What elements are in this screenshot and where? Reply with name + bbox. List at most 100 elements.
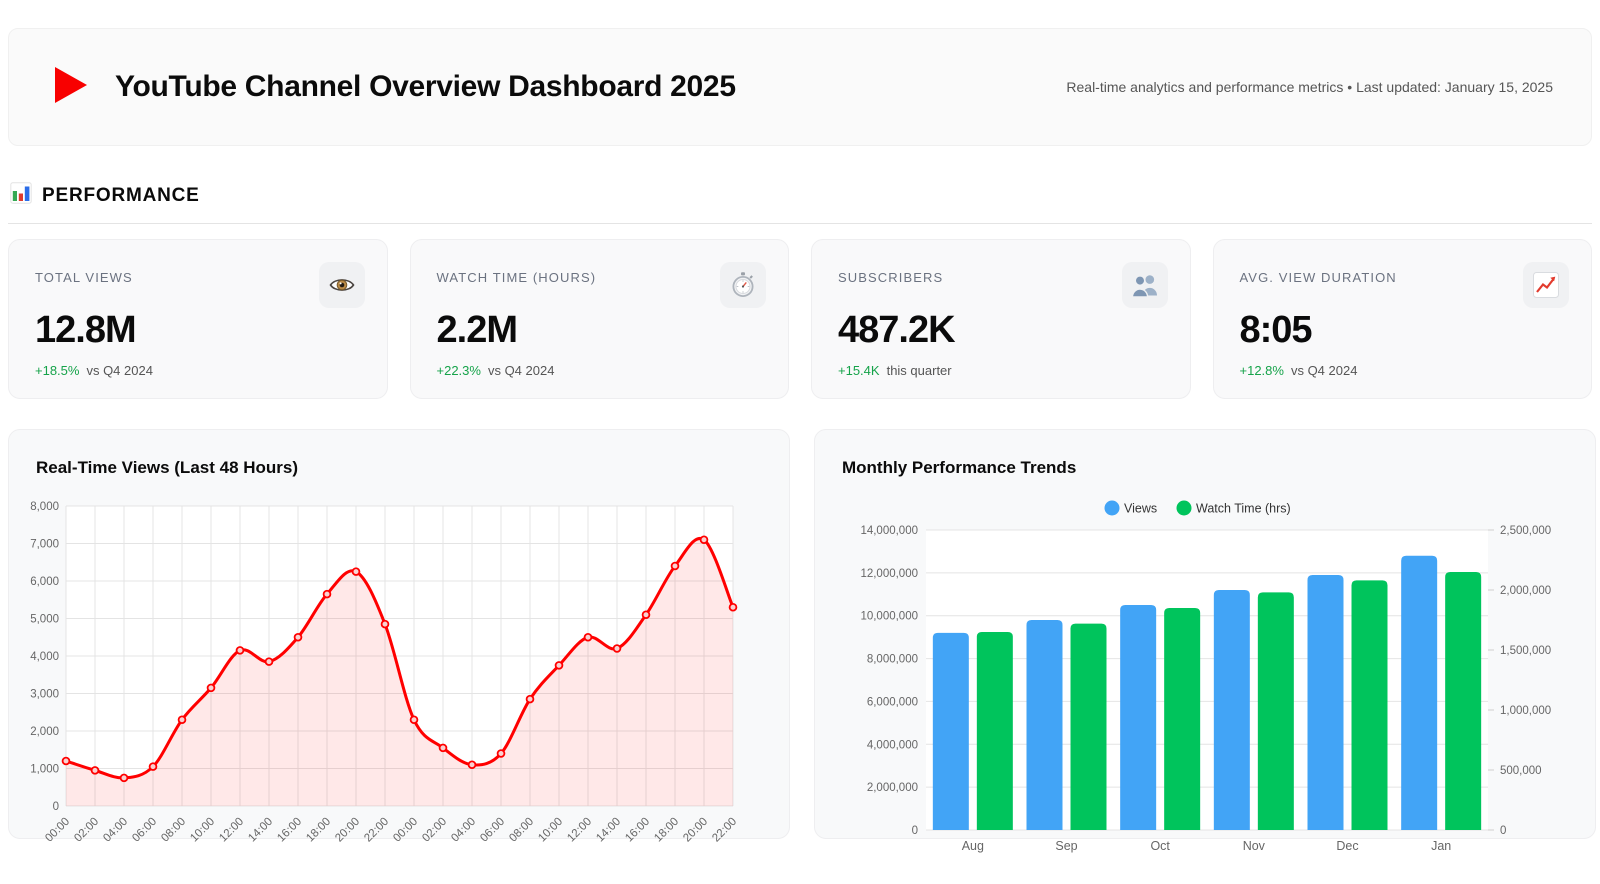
svg-text:04:00: 04:00 (449, 816, 478, 845)
svg-text:14,000,000: 14,000,000 (860, 525, 918, 537)
watch-time-bar-Aug[interactable] (976, 632, 1013, 830)
kpi-delta-note: vs Q4 2024 (86, 363, 153, 378)
svg-text:3,000: 3,000 (30, 689, 59, 701)
svg-text:14:00: 14:00 (246, 816, 275, 845)
kpi-delta-note: vs Q4 2024 (1290, 363, 1358, 378)
kpi-grid: TOTAL VIEWS 12.8M +18.5% vs Q4 2024 WATCH… (8, 239, 1592, 399)
header-subtitle: Real-time analytics and performance metr… (1066, 79, 1553, 95)
x-axis-label: Nov (1243, 839, 1266, 853)
views-area (66, 538, 733, 806)
svg-text:Views: Views (1124, 502, 1157, 516)
svg-text:2,500,000: 2,500,000 (1500, 525, 1551, 537)
legend-item-views[interactable]: Views (1104, 500, 1158, 516)
eye-icon (318, 262, 365, 308)
watch-time-bar-Nov[interactable] (1257, 592, 1294, 830)
stopwatch-icon (720, 262, 766, 308)
svg-text:8,000,000: 8,000,000 (867, 654, 918, 666)
kpi-label: SUBSCRIBERS (838, 270, 944, 285)
youtube-play-icon (53, 65, 89, 110)
svg-text:14:00: 14:00 (594, 816, 623, 845)
svg-text:18:00: 18:00 (304, 816, 333, 845)
svg-text:20:00: 20:00 (681, 816, 710, 845)
grid-lines (926, 529, 1488, 831)
charts-row: Real-Time Views (Last 48 Hours) 0 1,000 2,… (8, 429, 1596, 853)
bars: Aug Sep Oct Nov Dec Jan (932, 555, 1482, 853)
page-title: YouTube Channel Overview Dashboard 2025 (115, 70, 736, 103)
svg-text:0: 0 (53, 801, 59, 813)
svg-text:10:00: 10:00 (536, 816, 565, 845)
legend-item-watch-time[interactable]: Watch Time (hrs) (1176, 500, 1291, 516)
data-point-markers (61, 535, 738, 783)
svg-text:06:00: 06:00 (478, 816, 507, 845)
svg-text:1,000,000: 1,000,000 (1500, 705, 1551, 717)
svg-text:0: 0 (912, 825, 918, 837)
svg-text:12:00: 12:00 (565, 816, 594, 845)
views-bar-Oct[interactable] (1120, 605, 1157, 830)
svg-text:00:00: 00:00 (43, 816, 72, 845)
views-bar-Nov[interactable] (1213, 590, 1250, 830)
x-axis-label: Jan (1431, 839, 1451, 853)
svg-text:8,000: 8,000 (30, 501, 59, 513)
realtime-views-chart-canvas[interactable]: 0 1,000 2,000 3,000 4,000 5,000 6,000 7,000 8,00… (30, 494, 764, 884)
section-title: PERFORMANCE (42, 184, 200, 206)
svg-text:4,000,000: 4,000,000 (867, 739, 918, 751)
legend: Views Watch Time (hrs) (1104, 500, 1291, 516)
svg-text:12:00: 12:00 (217, 816, 246, 845)
x-axis: 00:00 02:00 04:00 06:00 08:00 10:00 12:00 14:00… (43, 816, 739, 845)
svg-text:2,000: 2,000 (30, 726, 59, 738)
svg-text:0: 0 (1500, 825, 1506, 837)
svg-text:6,000: 6,000 (30, 576, 59, 588)
kpi-value: 8:05 (1239, 309, 1313, 351)
svg-text:20:00: 20:00 (333, 816, 362, 845)
kpi-delta: +18.5% (35, 363, 80, 378)
kpi-card-avg-view-duration: AVG. VIEW DURATION 8:05 +12.8% vs Q4 2024 (1212, 239, 1592, 399)
kpi-label: WATCH TIME (HOURS) (436, 270, 597, 285)
kpi-value: 487.2K (838, 309, 956, 351)
svg-text:18:00: 18:00 (652, 816, 681, 845)
svg-text:08:00: 08:00 (159, 816, 188, 845)
svg-text:2,000,000: 2,000,000 (867, 782, 918, 794)
kpi-delta: +12.8% (1239, 363, 1284, 378)
kpi-card-subscribers: SUBSCRIBERS 487.2K +15.4K this quarter (811, 239, 1191, 399)
svg-text:7,000: 7,000 (30, 539, 59, 551)
svg-text:16:00: 16:00 (623, 816, 652, 845)
bar-chart-icon (10, 182, 32, 209)
kpi-delta: +15.4K (838, 363, 880, 378)
svg-text:22:00: 22:00 (710, 816, 739, 845)
section-divider (8, 223, 1592, 224)
svg-text:10,000,000: 10,000,000 (860, 611, 918, 623)
views-bar-Dec[interactable] (1307, 575, 1344, 830)
svg-text:00:00: 00:00 (391, 816, 420, 845)
svg-text:1,000: 1,000 (30, 764, 59, 776)
kpi-label: AVG. VIEW DURATION (1239, 270, 1397, 285)
right-y-axis: 0 500,000 1,000,000 1,500,000 2,000,000 2,500… (1488, 525, 1551, 837)
svg-text:06:00: 06:00 (130, 816, 159, 845)
header: YouTube Channel Overview Dashboard 2025 … (8, 28, 1592, 146)
kpi-delta: +22.3% (436, 363, 481, 378)
views-bar-Aug[interactable] (932, 632, 969, 830)
kpi-value: 12.8M (35, 309, 137, 351)
kpi-label: TOTAL VIEWS (35, 270, 133, 285)
svg-text:10:00: 10:00 (188, 816, 217, 845)
watch-time-bar-Dec[interactable] (1351, 580, 1388, 830)
watch-time-bar-Jan[interactable] (1445, 572, 1482, 830)
kpi-card-total-views: TOTAL VIEWS 12.8M +18.5% vs Q4 2024 (8, 239, 388, 399)
views-bar-Sep[interactable] (1026, 620, 1063, 830)
performance-section-header: PERFORMANCE (10, 182, 1592, 209)
svg-text:5,000: 5,000 (30, 614, 59, 626)
watch-time-bar-Oct[interactable] (1164, 608, 1201, 830)
svg-text:08:00: 08:00 (507, 816, 536, 845)
x-axis-label: Aug (962, 839, 984, 853)
watch-time-bar-Sep[interactable] (1070, 623, 1107, 830)
people-icon (1121, 262, 1168, 308)
realtime-views-chart-panel: Real-Time Views (Last 48 Hours) 0 1,000 2,… (8, 429, 790, 844)
y-axis: 0 1,000 2,000 3,000 4,000 5,000 6,000 7,000 8,00… (30, 501, 59, 813)
monthly-trends-chart-canvas[interactable]: Views Watch Time (hrs) 0 2,000,000 4,000,000… (840, 494, 1570, 866)
svg-text:500,000: 500,000 (1500, 765, 1542, 777)
x-axis-label: Sep (1055, 839, 1077, 853)
chart-title: Monthly Performance Trends (842, 458, 1077, 477)
x-axis-label: Oct (1150, 839, 1170, 853)
chart-up-icon (1523, 262, 1569, 308)
x-axis-label: Dec (1336, 839, 1358, 853)
views-bar-Jan[interactable] (1401, 555, 1438, 830)
